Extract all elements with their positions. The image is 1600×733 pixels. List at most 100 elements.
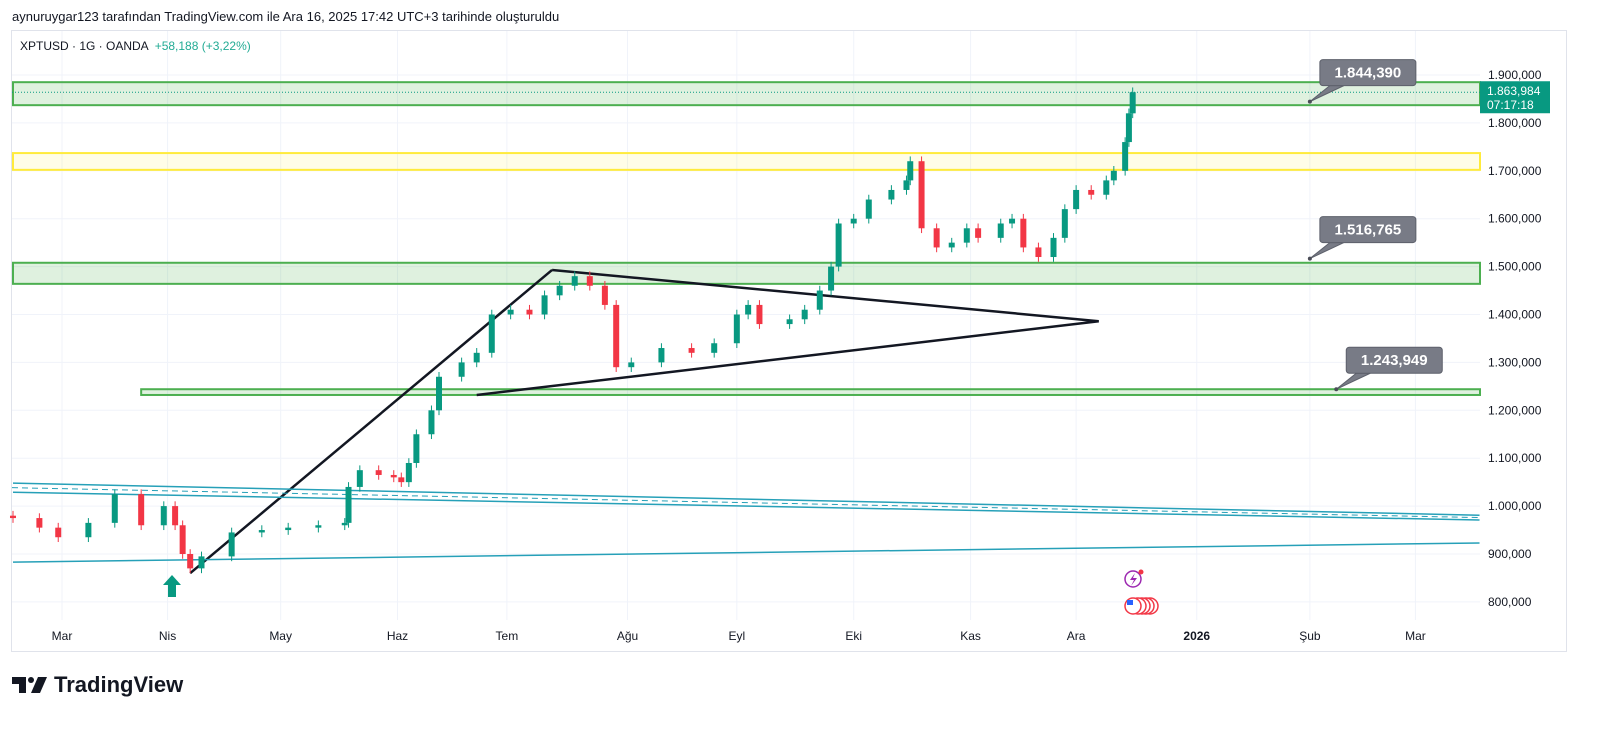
candle: [888, 185, 895, 205]
candle: [458, 357, 465, 382]
candle: [1035, 242, 1042, 262]
candle: [85, 518, 92, 543]
y-tick-label: 1.700,000: [1488, 164, 1542, 178]
x-tick-label: Ağu: [617, 629, 638, 643]
triangle-lower: [476, 319, 1099, 397]
candle-body: [507, 309, 514, 315]
price-callout[interactable]: 1.516,765: [1307, 216, 1417, 261]
candle: [745, 300, 752, 320]
candle: [1110, 166, 1117, 186]
candle-body: [628, 362, 635, 368]
candle-body: [1020, 218, 1027, 248]
callout-label: 1.516,765: [1335, 222, 1402, 239]
price-change: +58,188 (+3,22%): [154, 39, 251, 53]
triangle-upper: [551, 268, 1099, 323]
tradingview-logo[interactable]: TradingView: [12, 672, 183, 698]
candle-body: [1122, 142, 1129, 171]
candle: [436, 371, 442, 416]
candle: [1122, 137, 1129, 176]
candle-body: [428, 410, 435, 435]
price-callout[interactable]: 1.844,390: [1307, 59, 1417, 104]
resistance-zone: [11, 81, 1482, 107]
candle: [907, 156, 914, 186]
price-callout[interactable]: 1.243,949: [1334, 346, 1443, 392]
arrow-up-icon: [163, 575, 181, 597]
candle: [1073, 185, 1080, 214]
candle: [187, 549, 194, 574]
candle-body: [963, 228, 970, 243]
candle: [138, 489, 145, 531]
candle-body: [405, 462, 412, 483]
x-tick-label: Nis: [159, 629, 176, 643]
symbol-legend: XPTUSD · 1G · OANDA +58,188 (+3,22%): [20, 39, 251, 53]
chart-frame: [11, 30, 1567, 652]
candle: [198, 551, 205, 574]
candle: [55, 522, 62, 543]
candle: [963, 223, 970, 248]
candle-body: [285, 527, 292, 531]
yellow-zone: [11, 152, 1482, 171]
candle: [658, 343, 665, 368]
channel-bottom: [12, 491, 1480, 521]
candle: [786, 314, 793, 329]
candle: [36, 513, 43, 533]
candle-body: [1050, 237, 1057, 258]
candle: [405, 458, 412, 487]
candle: [341, 518, 348, 531]
lightning-bolt-icon: [1130, 573, 1137, 586]
candle-body: [436, 376, 442, 411]
support-zone: [11, 261, 1482, 285]
x-tick-label: 2026: [1183, 629, 1210, 643]
candle-body: [315, 525, 322, 528]
candle-body: [556, 285, 563, 296]
x-tick-label: Kas: [960, 629, 981, 643]
candle-body: [801, 309, 808, 320]
y-tick-label: 1.000,000: [1488, 499, 1542, 513]
candle-body: [586, 276, 593, 286]
candle: [345, 482, 352, 528]
candle-body: [865, 199, 872, 219]
candle: [571, 271, 578, 291]
candle-body: [918, 161, 925, 229]
candle-body: [711, 343, 718, 353]
x-tick-label: Mar: [52, 629, 73, 643]
candle-body: [198, 556, 205, 569]
candle: [1050, 233, 1057, 262]
candle: [1088, 185, 1095, 200]
candle-body: [398, 477, 405, 483]
y-tick-label: 1.300,000: [1488, 355, 1542, 369]
callout-pointer: [1335, 372, 1371, 390]
candle-body: [613, 304, 620, 368]
candle: [816, 285, 823, 315]
candle-body: [745, 304, 752, 315]
candle: [111, 489, 118, 528]
candle: [160, 501, 167, 531]
candle: [601, 280, 608, 310]
candle-body: [888, 189, 895, 200]
candle-body: [688, 348, 695, 353]
candle-body: [458, 362, 465, 377]
candle: [1129, 87, 1136, 119]
candle-body: [1110, 170, 1117, 181]
candle-body: [172, 506, 179, 526]
candle: [413, 429, 420, 468]
candle-body: [390, 474, 397, 478]
candle: [390, 470, 397, 483]
candle: [733, 309, 740, 349]
callout-anchor: [1307, 99, 1312, 104]
candle: [997, 218, 1004, 243]
candle: [1103, 175, 1110, 200]
brand-name: TradingView: [54, 672, 184, 697]
candle-body: [975, 228, 982, 238]
callout-box: [1345, 346, 1443, 374]
candle-body: [850, 218, 857, 224]
x-tick-label: May: [269, 629, 292, 643]
candle-body: [835, 223, 842, 267]
candle: [556, 280, 563, 301]
support-line: [12, 542, 1480, 563]
last-price-value: 1.863,984: [1487, 84, 1541, 98]
y-tick-label: 1.600,000: [1488, 212, 1542, 226]
candle-body: [55, 527, 62, 538]
y-tick-label: 1.200,000: [1488, 403, 1542, 417]
